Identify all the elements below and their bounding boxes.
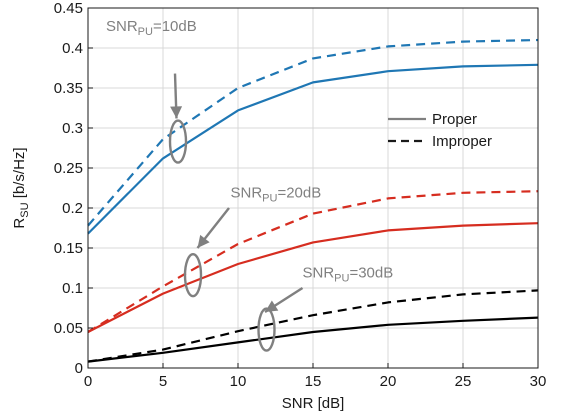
annotation-ellipse [183,253,203,298]
tick-labels: 0 5 10 15 20 25 30 0 0.05 0.1 0.15 0.2 0.25 0.3 0.35 0.… [54,0,547,390]
annotation-label-sub: PU [262,193,277,205]
y-axis-label: RSU [b/s/Hz] [11,147,31,228]
series-line-proper-4 [87,316,539,363]
series-layer [87,38,539,363]
annotation-label: SNRPU=30dB [303,265,394,285]
y-tick-label: 0.35 [54,80,83,97]
annotation-label-rest: =20dB [277,185,321,202]
y-axis-label-rest: [b/s/Hz] [11,147,28,202]
y-axis-label-base: R [11,218,28,229]
x-axis-label: SNR [dB] [282,395,345,412]
annotation-label-base: SNR [303,265,335,282]
y-tick-label: 0.45 [54,0,83,17]
y-tick-label: 0 [75,360,83,377]
series-line-proper-2 [87,222,539,333]
y-tick-label: 0.4 [62,40,83,57]
annotation-label: SNRPU=20dB [231,185,322,205]
annotation-label-base: SNR [106,18,138,35]
annotation-arrow-head [170,106,183,119]
x-tick-label: 5 [159,373,167,390]
x-tick-label: 20 [380,373,397,390]
y-tick-label: 0.05 [54,320,83,337]
annotation-label-sub: PU [334,273,349,285]
annotation-label-base: SNR [231,185,263,202]
annotation-arrow-head [265,300,279,312]
annotation-label-rest: =30dB [349,265,393,282]
annotation-label-sub: PU [138,26,153,38]
y-axis-label-sub: SU [19,202,31,217]
x-tick-label: 10 [230,373,247,390]
y-tick-label: 0.3 [62,120,83,137]
series-line-improper-1 [87,38,539,227]
x-tick-label: 0 [84,373,92,390]
series-line-improper-5 [87,289,539,363]
legend-label: Improper [432,133,492,150]
series-line-proper-0 [87,63,539,235]
series-line-improper-3 [87,190,539,333]
x-tick-label: 15 [305,373,322,390]
annotation-label-rest: =10dB [153,18,197,35]
annotation-arrow-head [197,234,210,248]
annotation-label: SNRPU=10dB [106,18,197,38]
y-tick-label: 0.2 [62,200,83,217]
x-tick-label: 25 [455,373,472,390]
annotation-ellipse [257,307,276,352]
legend: Proper Improper [388,111,492,150]
legend-label: Proper [432,111,477,128]
annotation-ellipse [168,119,188,164]
y-tick-label: 0.25 [54,160,83,177]
x-tick-label: 30 [530,373,547,390]
y-tick-label: 0.15 [54,240,83,257]
y-tick-label: 0.1 [62,280,83,297]
